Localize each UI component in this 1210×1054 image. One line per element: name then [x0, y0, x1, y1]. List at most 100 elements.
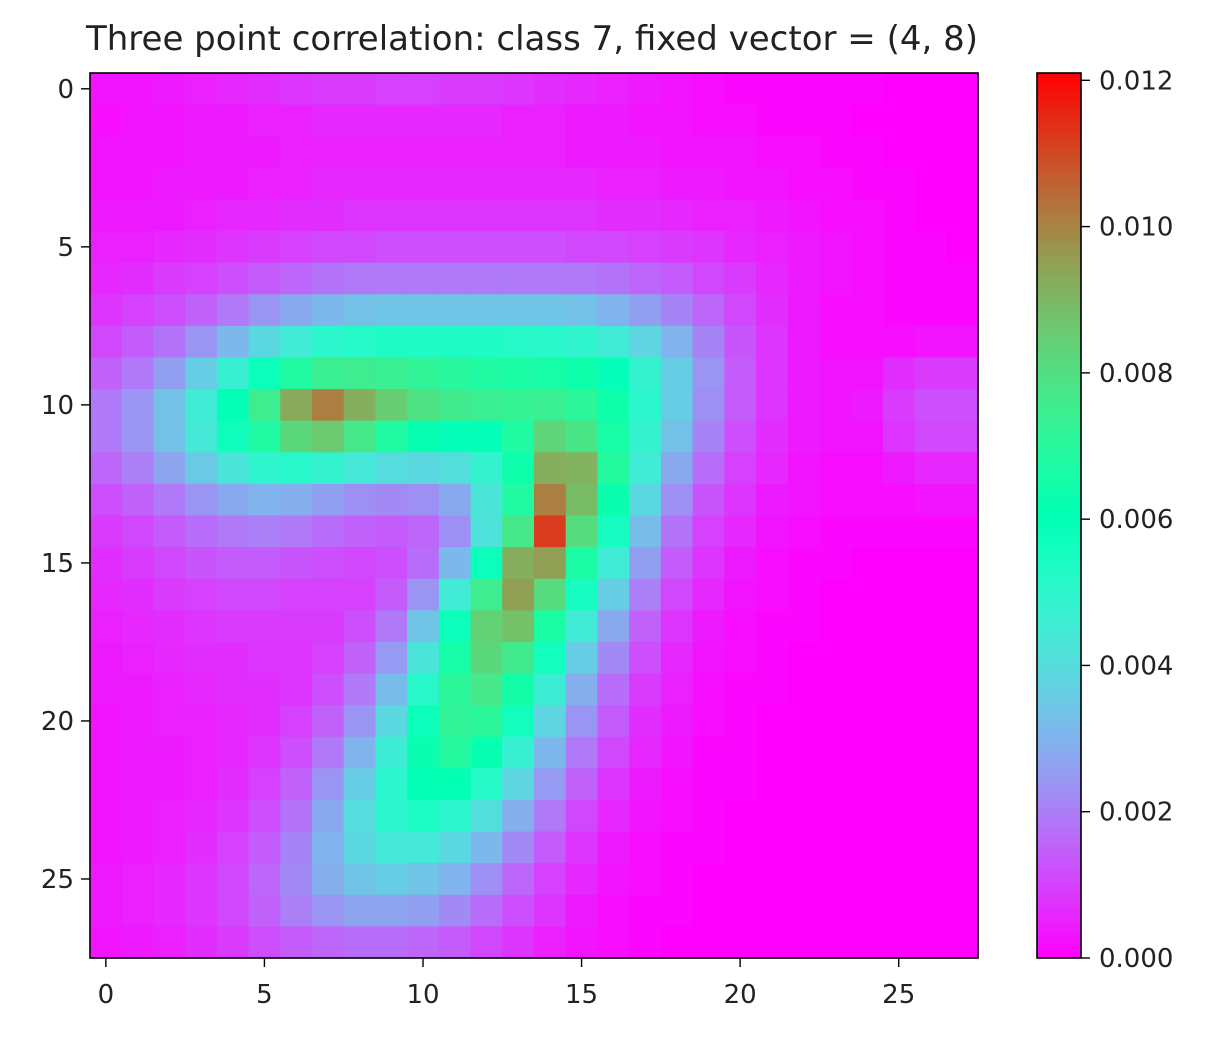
heatmap-cell: [565, 73, 599, 106]
heatmap-cell: [946, 452, 979, 485]
heatmap-cell: [343, 389, 377, 422]
heatmap-cell: [121, 578, 155, 611]
heatmap-cell: [375, 452, 408, 485]
heatmap-cell: [756, 136, 789, 169]
heatmap-cell: [153, 926, 186, 959]
heatmap-cell: [692, 294, 725, 327]
heatmap-cell: [692, 167, 725, 201]
heatmap-cell: [692, 452, 725, 485]
heatmap-cell: [280, 926, 313, 959]
heatmap-cell: [851, 736, 884, 769]
heatmap-cell: [946, 389, 979, 422]
heatmap-cell: [248, 294, 281, 327]
heatmap-cell: [407, 389, 440, 422]
chart-title: Three point correlation: class 7, fixed …: [85, 19, 978, 59]
heatmap-cell: [565, 578, 599, 611]
heatmap-cell: [756, 610, 789, 643]
heatmap-cell: [565, 420, 599, 453]
heatmap-cell: [914, 641, 947, 675]
heatmap-cell: [90, 799, 123, 833]
heatmap-cell: [724, 389, 757, 422]
heatmap-cell: [756, 262, 789, 295]
heatmap-cell: [407, 452, 440, 485]
heatmap-cell: [660, 420, 694, 453]
heatmap-cell: [629, 641, 662, 675]
heatmap-cell: [724, 73, 757, 106]
heatmap-cell: [629, 231, 662, 264]
heatmap-cell: [787, 863, 821, 896]
heatmap-cell: [312, 641, 345, 675]
heatmap-cell: [121, 294, 155, 327]
heatmap-cell: [121, 799, 155, 833]
x-tick-label: 20: [724, 980, 757, 1010]
heatmap-cell: [280, 705, 313, 738]
heatmap-cell: [502, 357, 535, 390]
heatmap-cell: [724, 863, 757, 896]
heatmap-cell: [660, 894, 694, 927]
heatmap-cell: [312, 357, 345, 390]
heatmap-cell: [280, 325, 313, 359]
heatmap-cell: [756, 420, 789, 453]
heatmap-cell: [851, 863, 884, 896]
heatmap-cell: [946, 136, 979, 169]
heatmap-cell: [914, 294, 947, 327]
heatmap-cell: [597, 357, 630, 390]
heatmap-cell: [312, 547, 345, 580]
heatmap-cell: [312, 515, 345, 548]
heatmap-cell: [90, 136, 123, 169]
heatmap-cell: [534, 641, 567, 675]
heatmap-cell: [882, 736, 916, 769]
heatmap-cell: [470, 389, 503, 422]
colorbar-tick-label: 0.002: [1099, 798, 1173, 828]
heatmap-cell: [787, 831, 821, 864]
heatmap-cell: [756, 104, 789, 137]
heatmap-cell: [438, 547, 472, 580]
heatmap-cell: [216, 610, 250, 643]
heatmap-cell: [502, 705, 535, 738]
heatmap-cell: [629, 831, 662, 864]
heatmap-cell: [407, 578, 440, 611]
heatmap-cell: [914, 483, 947, 517]
heatmap-cell: [502, 547, 535, 580]
heatmap-cell: [470, 547, 503, 580]
heatmap-cell: [375, 799, 408, 833]
heatmap-cell: [946, 325, 979, 359]
heatmap-cell: [216, 926, 250, 959]
heatmap-cell: [660, 831, 694, 864]
heatmap-cell: [121, 136, 155, 169]
heatmap-cell: [216, 547, 250, 580]
heatmap-cell: [787, 167, 821, 201]
heatmap-cell: [534, 831, 567, 864]
heatmap-cell: [90, 736, 123, 769]
heatmap-cell: [185, 673, 218, 706]
heatmap-cell: [692, 926, 725, 959]
heatmap-cell: [787, 136, 821, 169]
heatmap-cell: [629, 136, 662, 169]
heatmap-cell: [946, 515, 979, 548]
heatmap-cell: [343, 894, 377, 927]
heatmap-cell: [502, 610, 535, 643]
heatmap-cell: [312, 894, 345, 927]
heatmap-cell: [248, 73, 281, 106]
heatmap-cell: [597, 325, 630, 359]
heatmap-cell: [407, 325, 440, 359]
heatmap-cell: [787, 515, 821, 548]
heatmap-cell: [914, 420, 947, 453]
heatmap-cell: [724, 547, 757, 580]
heatmap-cell: [534, 199, 567, 232]
heatmap-cell: [692, 610, 725, 643]
heatmap-cell: [90, 673, 123, 706]
heatmap-cell: [121, 641, 155, 675]
heatmap-cell: [375, 483, 408, 517]
heatmap-cell: [153, 452, 186, 485]
heatmap-cell: [312, 736, 345, 769]
heatmap-cell: [597, 799, 630, 833]
heatmap-cell: [660, 736, 694, 769]
heatmap-cell: [851, 610, 884, 643]
heatmap-cell: [851, 515, 884, 548]
heatmap-cell: [153, 325, 186, 359]
heatmap-cell: [882, 136, 916, 169]
heatmap-cell: [882, 926, 916, 959]
heatmap-cell: [914, 610, 947, 643]
heatmap-cell: [438, 294, 472, 327]
